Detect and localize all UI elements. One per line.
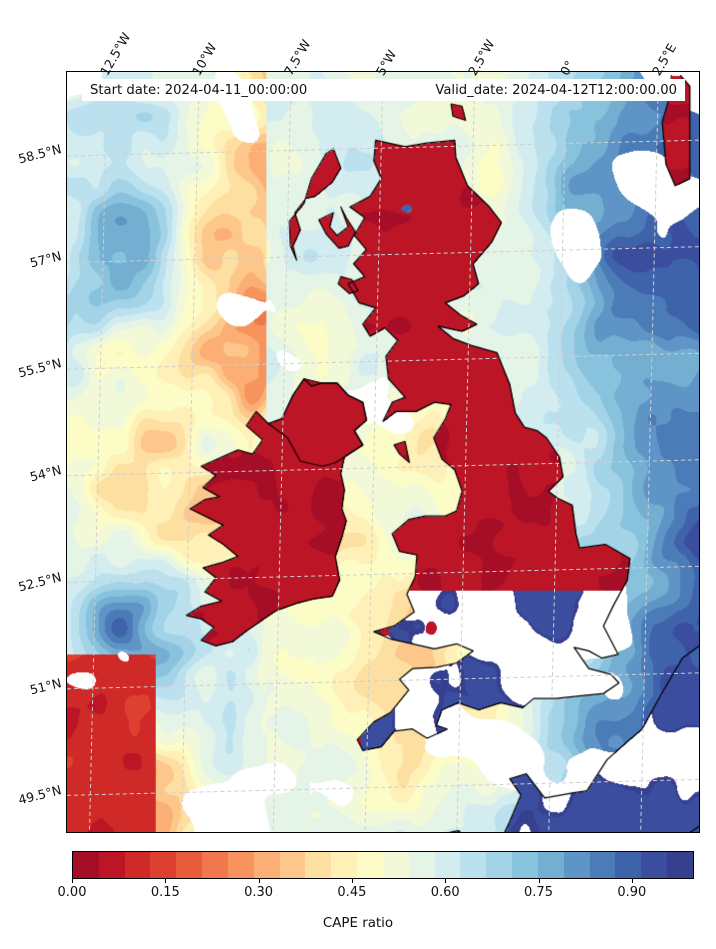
colorbar-band-23 (667, 852, 693, 878)
lat-tick-6: 49.5°N (16, 782, 63, 808)
valid-date-label: Valid_date: 2024-04-12T12:00:00.00 (435, 82, 677, 98)
colorbar-band-6 (227, 852, 254, 878)
colorbar-tick-mark-0 (72, 879, 73, 883)
cape-ratio-heatmap (67, 72, 699, 832)
colorbar-band-0 (73, 852, 99, 878)
colorbar-band-8 (279, 852, 306, 878)
colorbar-tick-label-6: 0.90 (617, 885, 647, 900)
colorbar-tick-label-0: 0.00 (57, 885, 87, 900)
colorbar-band-19 (563, 852, 590, 878)
colorbar-axis-label: CAPE ratio (322, 916, 394, 931)
colorbar-band-3 (150, 852, 177, 878)
colorbar-tick-mark-4 (445, 879, 447, 883)
lat-tick-1: 57°N (28, 248, 63, 271)
colorbar-band-1 (98, 852, 125, 878)
colorbar-tick-label-2: 0.30 (244, 885, 274, 900)
colorbar-tick-mark-6 (631, 879, 633, 883)
colorbar-band-10 (331, 852, 358, 878)
colorbar-tick-mark-5 (538, 879, 540, 883)
colorbar-tick-mark-3 (351, 879, 353, 883)
lat-tick-5: 51°N (28, 675, 63, 698)
title-bar: Start date: 2024-04-11_00:00:00 Valid_da… (82, 79, 685, 101)
colorbar-band-9 (305, 852, 332, 878)
colorbar-band-21 (615, 852, 642, 878)
colorbar-band-22 (641, 852, 668, 878)
colorbar-band-4 (176, 852, 203, 878)
lat-tick-3: 54°N (28, 462, 63, 485)
colorbar-band-2 (124, 852, 151, 878)
lat-tick-4: 52.5°N (16, 568, 63, 594)
colorbar-band-15 (460, 852, 487, 878)
colorbar-tick-mark-1 (165, 879, 167, 883)
colorbar-tick-label-1: 0.15 (150, 885, 180, 900)
colorbar-band-12 (382, 852, 409, 878)
colorbar-band-11 (357, 852, 383, 878)
colorbar[interactable] (72, 851, 694, 879)
colorbar-tick-label-4: 0.60 (430, 885, 460, 900)
colorbar-tick-mark-2 (258, 879, 260, 883)
colorbar-band-14 (434, 852, 461, 878)
colorbar-tick-label-5: 0.75 (524, 885, 553, 900)
colorbar-band-13 (408, 852, 435, 878)
start-date-label: Start date: 2024-04-11_00:00:00 (90, 82, 308, 98)
colorbar-band-5 (202, 852, 228, 878)
colorbar-tick-label-3: 0.45 (337, 885, 367, 900)
colorbar-band-17 (512, 852, 538, 878)
lat-tick-0: 58.5°N (16, 141, 63, 167)
colorbar-band-7 (253, 852, 280, 878)
colorbar-band-20 (589, 852, 616, 878)
map-plot-area[interactable] (66, 71, 700, 833)
colorbar-band-18 (537, 852, 564, 878)
colorbar-band-16 (486, 852, 513, 878)
lat-tick-2: 55.5°N (16, 355, 63, 381)
